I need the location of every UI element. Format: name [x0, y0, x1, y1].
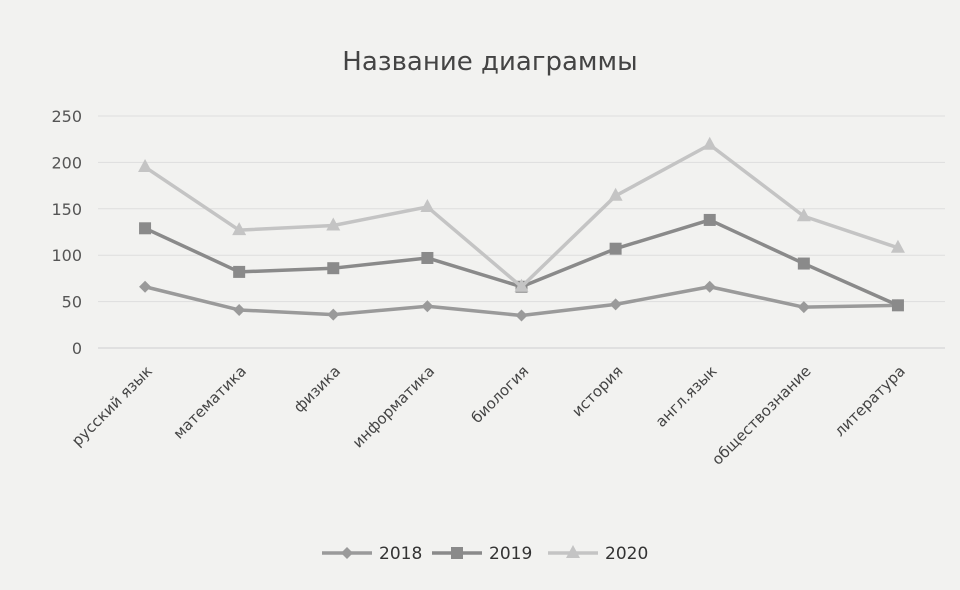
data-point: [420, 198, 435, 212]
data-point: [232, 222, 247, 236]
data-point: [703, 213, 716, 226]
data-point: [421, 300, 434, 313]
data-point: [702, 136, 717, 150]
y-tick-label: 0: [72, 339, 82, 358]
data-point: [139, 280, 152, 293]
data-point: [890, 239, 905, 253]
data-point: [796, 208, 811, 222]
data-point: [139, 222, 152, 235]
data-point: [514, 278, 529, 292]
data-point: [233, 303, 246, 316]
data-point: [891, 299, 904, 312]
y-tick-label: 100: [51, 246, 82, 265]
y-axis-ticks: 0 50 100 150 200 250: [51, 107, 82, 358]
data-point: [797, 301, 810, 314]
data-point: [609, 242, 622, 255]
data-point: [421, 251, 434, 264]
legend: 2018 2019 2020: [322, 544, 648, 564]
gridlines: [98, 115, 945, 349]
y-tick-label: 250: [51, 107, 82, 126]
data-point: [703, 280, 716, 293]
data-point: [515, 309, 528, 322]
legend-label: 2020: [605, 544, 648, 564]
y-tick-label: 150: [51, 200, 82, 219]
y-tick-label: 50: [62, 293, 82, 312]
legend-label: 2018: [379, 544, 422, 564]
series-2020: [138, 136, 905, 292]
chart-title: Название диаграммы: [342, 47, 637, 77]
data-point: [609, 298, 622, 311]
series-lines: [138, 136, 905, 322]
data-point: [797, 257, 810, 270]
legend-label: 2019: [489, 544, 532, 564]
data-point: [566, 545, 580, 558]
data-point: [608, 187, 623, 201]
y-tick-label: 200: [51, 153, 82, 172]
data-point: [326, 217, 341, 231]
data-point: [341, 547, 353, 559]
data-point: [327, 308, 340, 321]
data-point: [451, 547, 463, 559]
data-point: [327, 262, 340, 275]
data-point: [233, 265, 246, 278]
data-point: [138, 159, 153, 173]
